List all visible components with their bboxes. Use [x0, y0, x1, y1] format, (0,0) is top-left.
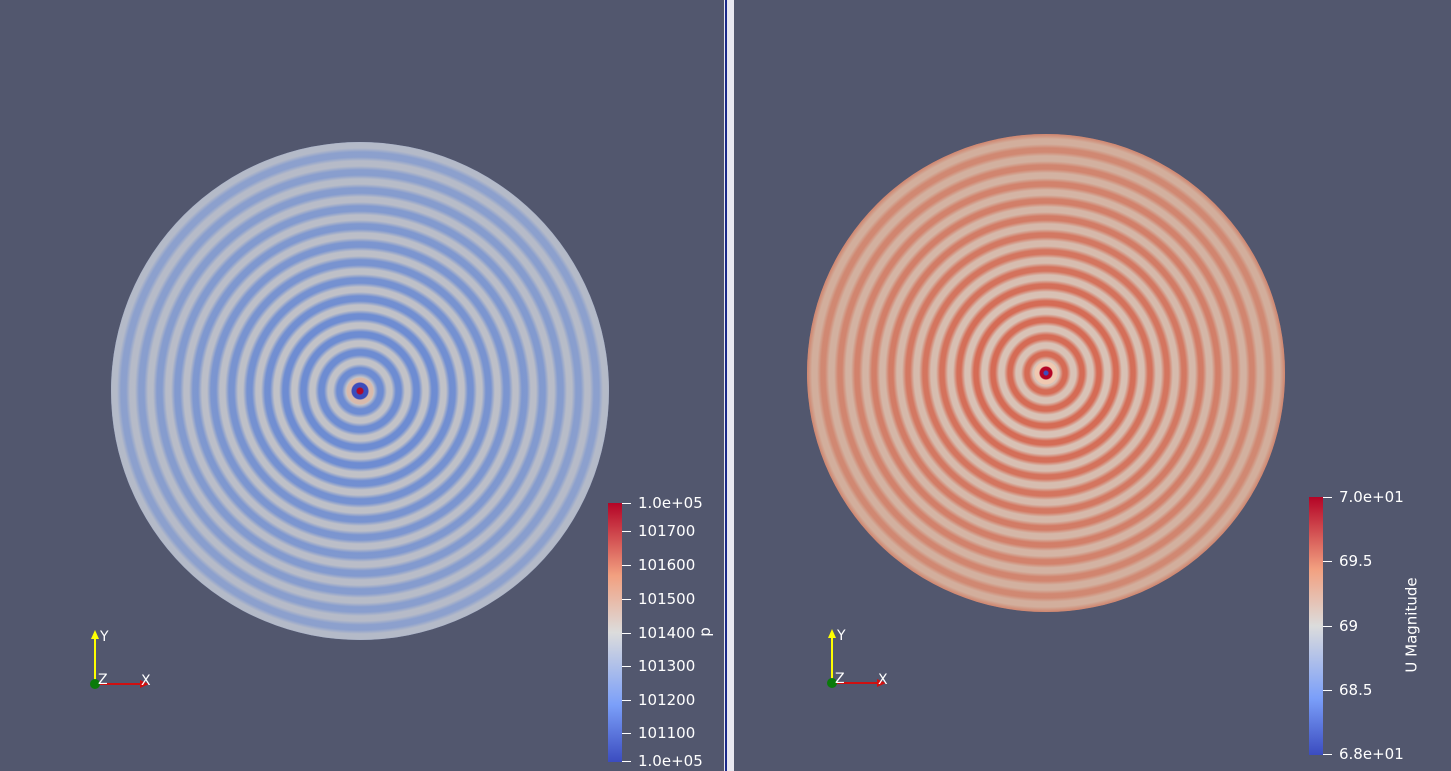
y-arrow — [91, 630, 99, 639]
colorbar — [608, 503, 622, 762]
colorbar-label: 68.5 — [1339, 680, 1373, 699]
colorbar-tick — [1323, 754, 1332, 755]
colorbar-label: 101400 — [638, 624, 696, 642]
colorbar-label: 101700 — [638, 522, 696, 540]
colorbar-tick — [1323, 625, 1332, 627]
colorbar-label: 1.0e+05 — [638, 752, 703, 770]
colorbar-tick — [1323, 497, 1332, 498]
x-arrow — [140, 680, 149, 688]
colorbar-label: 6.8e+01 — [1339, 745, 1404, 763]
z-label: Z — [835, 671, 845, 687]
colorbar-tick — [622, 503, 631, 504]
colorbar-tick — [622, 761, 631, 762]
colorbar-label: 101100 — [638, 724, 696, 742]
colorbar-title: U Magnitude — [1402, 577, 1421, 673]
active-view-border — [725, 0, 727, 771]
colorbar-tick — [622, 733, 631, 734]
render-view[interactable]: U Magnitude Y X Z 7.0e+01 69.5 69 68.5 6.8e+… — [734, 0, 1451, 771]
z-label: Z — [98, 672, 108, 688]
z-axis — [827, 678, 837, 688]
y-arrow — [828, 629, 836, 638]
y-label: Y — [99, 629, 109, 645]
colorbar-tick — [1323, 561, 1332, 563]
colorbar — [1309, 497, 1323, 755]
field-fade — [111, 142, 609, 640]
field-fade — [807, 134, 1285, 612]
colorbar-label: 69.5 — [1339, 552, 1373, 571]
y-label: Y — [836, 628, 846, 644]
colorbar-tick — [622, 565, 631, 566]
colorbar-label: 101500 — [638, 590, 696, 608]
colorbar-label: 1.0e+05 — [638, 494, 703, 512]
z-axis — [90, 679, 100, 689]
colorbar-label: 69 — [1339, 616, 1359, 635]
x-label: X — [141, 673, 151, 689]
colorbar-title: p — [695, 627, 714, 637]
axes-triad: Y X Z — [90, 629, 151, 689]
axes-triad: Y X Z — [827, 628, 888, 688]
x-arrow — [877, 679, 886, 687]
colorbar-label: 7.0e+01 — [1339, 488, 1404, 506]
colorbar-label: 101200 — [638, 691, 696, 709]
colorbar-tick — [1323, 689, 1332, 691]
colorbar-label: 101600 — [638, 556, 696, 574]
colorbar-tick — [622, 700, 631, 701]
colorbar-tick — [622, 531, 631, 532]
x-label: X — [878, 672, 888, 688]
colorbar-tick — [622, 666, 631, 667]
colorbar-label: 101300 — [638, 657, 696, 675]
colorbar-tick — [622, 633, 631, 634]
splitter[interactable] — [724, 0, 734, 771]
render-view[interactable]: p Y X Z 1.0e+05 101700 101600 101500 101400 1… — [0, 0, 724, 771]
colorbar-tick — [622, 599, 631, 600]
